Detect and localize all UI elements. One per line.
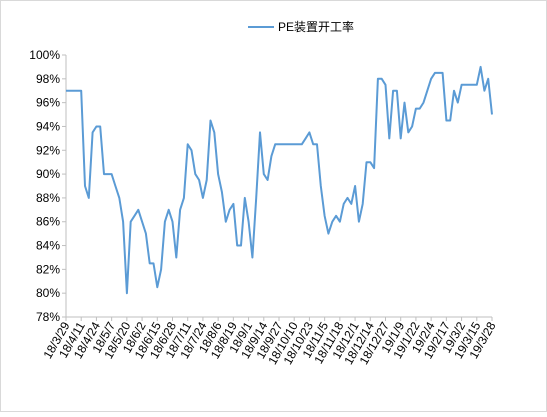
- y-tick-label: 80%: [36, 286, 60, 300]
- y-tick-label: 100%: [29, 48, 60, 62]
- y-tick-label: 86%: [36, 215, 60, 229]
- y-tick-label: 96%: [36, 96, 60, 110]
- y-tick-label: 94%: [36, 119, 60, 133]
- y-tick-label: 78%: [36, 310, 60, 324]
- legend-label: PE装置开工率: [278, 19, 354, 34]
- y-tick-label: 92%: [36, 143, 60, 157]
- line: [66, 65, 493, 295]
- y-tick-label: 90%: [36, 167, 60, 181]
- y-tick-label: 84%: [36, 239, 60, 253]
- y-tick-label: 98%: [36, 72, 60, 86]
- y-tick-label: 88%: [36, 191, 60, 205]
- y-tick-label: 82%: [36, 262, 60, 276]
